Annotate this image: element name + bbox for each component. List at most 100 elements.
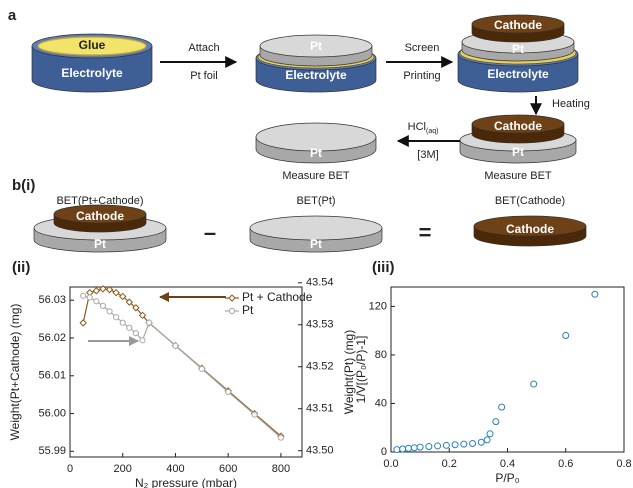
marker <box>198 365 205 372</box>
marker <box>106 308 113 315</box>
label: = <box>419 220 432 245</box>
label: Glue <box>79 38 106 52</box>
marker <box>228 294 236 302</box>
y-axis-label: Weight(Pt+Cathode) (mg) <box>8 304 22 441</box>
marker <box>228 307 236 315</box>
label: Attach <box>188 42 219 54</box>
disc-top <box>471 14 565 34</box>
x-tick-label: 0.6 <box>558 458 573 470</box>
marker <box>399 445 407 453</box>
y-tick-label: 56.02 <box>38 332 66 344</box>
marker <box>434 442 442 450</box>
marker <box>393 446 401 454</box>
label: Pt <box>512 145 524 159</box>
plot-frame <box>69 286 303 458</box>
label: b(i) <box>12 177 35 194</box>
label: Pt <box>310 237 322 251</box>
label: Pt <box>310 39 322 53</box>
x-axis-label: N₂ pressure (mbar) <box>135 476 237 488</box>
marker <box>99 285 107 293</box>
marker <box>530 380 538 388</box>
marker <box>132 304 140 312</box>
label: Pt <box>310 146 322 160</box>
label: Pt <box>94 237 106 251</box>
y-axis-label: 1/V[(P₀/P)-1] <box>354 336 368 404</box>
marker <box>80 292 87 299</box>
marker <box>99 302 107 309</box>
series-line <box>82 288 282 437</box>
y2-tick-label: 43.54 <box>306 277 334 289</box>
label: Screen <box>405 42 440 54</box>
x-tick-label: 600 <box>219 463 237 475</box>
marker <box>483 436 491 444</box>
marker <box>442 441 450 449</box>
marker <box>469 440 477 448</box>
marker <box>416 443 424 451</box>
marker <box>86 294 93 301</box>
label: [3M] <box>417 149 438 161</box>
x-tick-label: 0.2 <box>442 458 457 470</box>
y2-tick-label: 43.52 <box>306 361 334 373</box>
disc-side <box>31 45 153 93</box>
marker <box>425 443 433 451</box>
y-tick-label: 0 <box>381 446 387 458</box>
y-tick-label: 56.03 <box>38 294 66 306</box>
disc-top <box>471 114 565 134</box>
marker <box>93 298 100 305</box>
marker <box>591 290 599 298</box>
label: a <box>8 7 17 24</box>
marker <box>404 444 412 452</box>
marker <box>105 285 114 294</box>
label: Pt foil <box>190 70 218 82</box>
label: (iii) <box>372 259 395 276</box>
y-tick-label: 80 <box>375 349 387 361</box>
y-tick-label: 56.01 <box>38 370 66 382</box>
marker <box>119 319 126 326</box>
label: (ii) <box>12 259 30 276</box>
x-tick-label: 800 <box>272 463 290 475</box>
marker <box>477 438 485 446</box>
label: Measure BET <box>484 170 552 182</box>
x-tick-label: 0.4 <box>500 458 515 470</box>
label: Cathode <box>76 209 124 223</box>
marker <box>277 434 285 441</box>
label: BET(Cathode) <box>495 195 565 207</box>
x-axis-label: P/P₀ <box>495 471 519 485</box>
label: Printing <box>403 70 440 82</box>
label: Electrolyte <box>285 68 347 82</box>
label: Cathode <box>506 222 554 236</box>
marker <box>112 288 120 297</box>
label: BET(Pt+Cathode) <box>56 195 143 207</box>
marker <box>138 311 147 320</box>
marker <box>79 319 87 327</box>
marker <box>410 444 418 452</box>
marker <box>113 314 120 321</box>
series-line <box>83 295 282 439</box>
marker <box>132 330 140 337</box>
x-tick-label: 200 <box>114 463 132 475</box>
label: HCl <box>408 121 426 133</box>
marker <box>119 292 127 301</box>
x-tick-label: 0.8 <box>616 458 631 470</box>
label: BET(Pt) <box>296 195 335 207</box>
marker <box>562 332 570 340</box>
marker <box>225 388 232 396</box>
marker <box>172 342 179 349</box>
disc-top <box>249 215 383 241</box>
disc-top <box>259 34 373 58</box>
marker <box>251 411 258 418</box>
x-tick-label: 0 <box>67 463 73 475</box>
label: (aq) <box>426 128 438 135</box>
y-tick-label: 56.00 <box>38 407 66 419</box>
marker <box>492 418 500 426</box>
y-tick-label: 40 <box>375 397 387 409</box>
disc-top <box>53 204 147 224</box>
marker <box>139 337 146 344</box>
x-tick-label: 400 <box>166 463 184 475</box>
plot-frame <box>390 286 625 453</box>
x-tick-label: 0.0 <box>383 458 398 470</box>
label: Heating <box>552 98 590 110</box>
marker <box>460 440 468 448</box>
label: Electrolyte <box>487 67 549 81</box>
